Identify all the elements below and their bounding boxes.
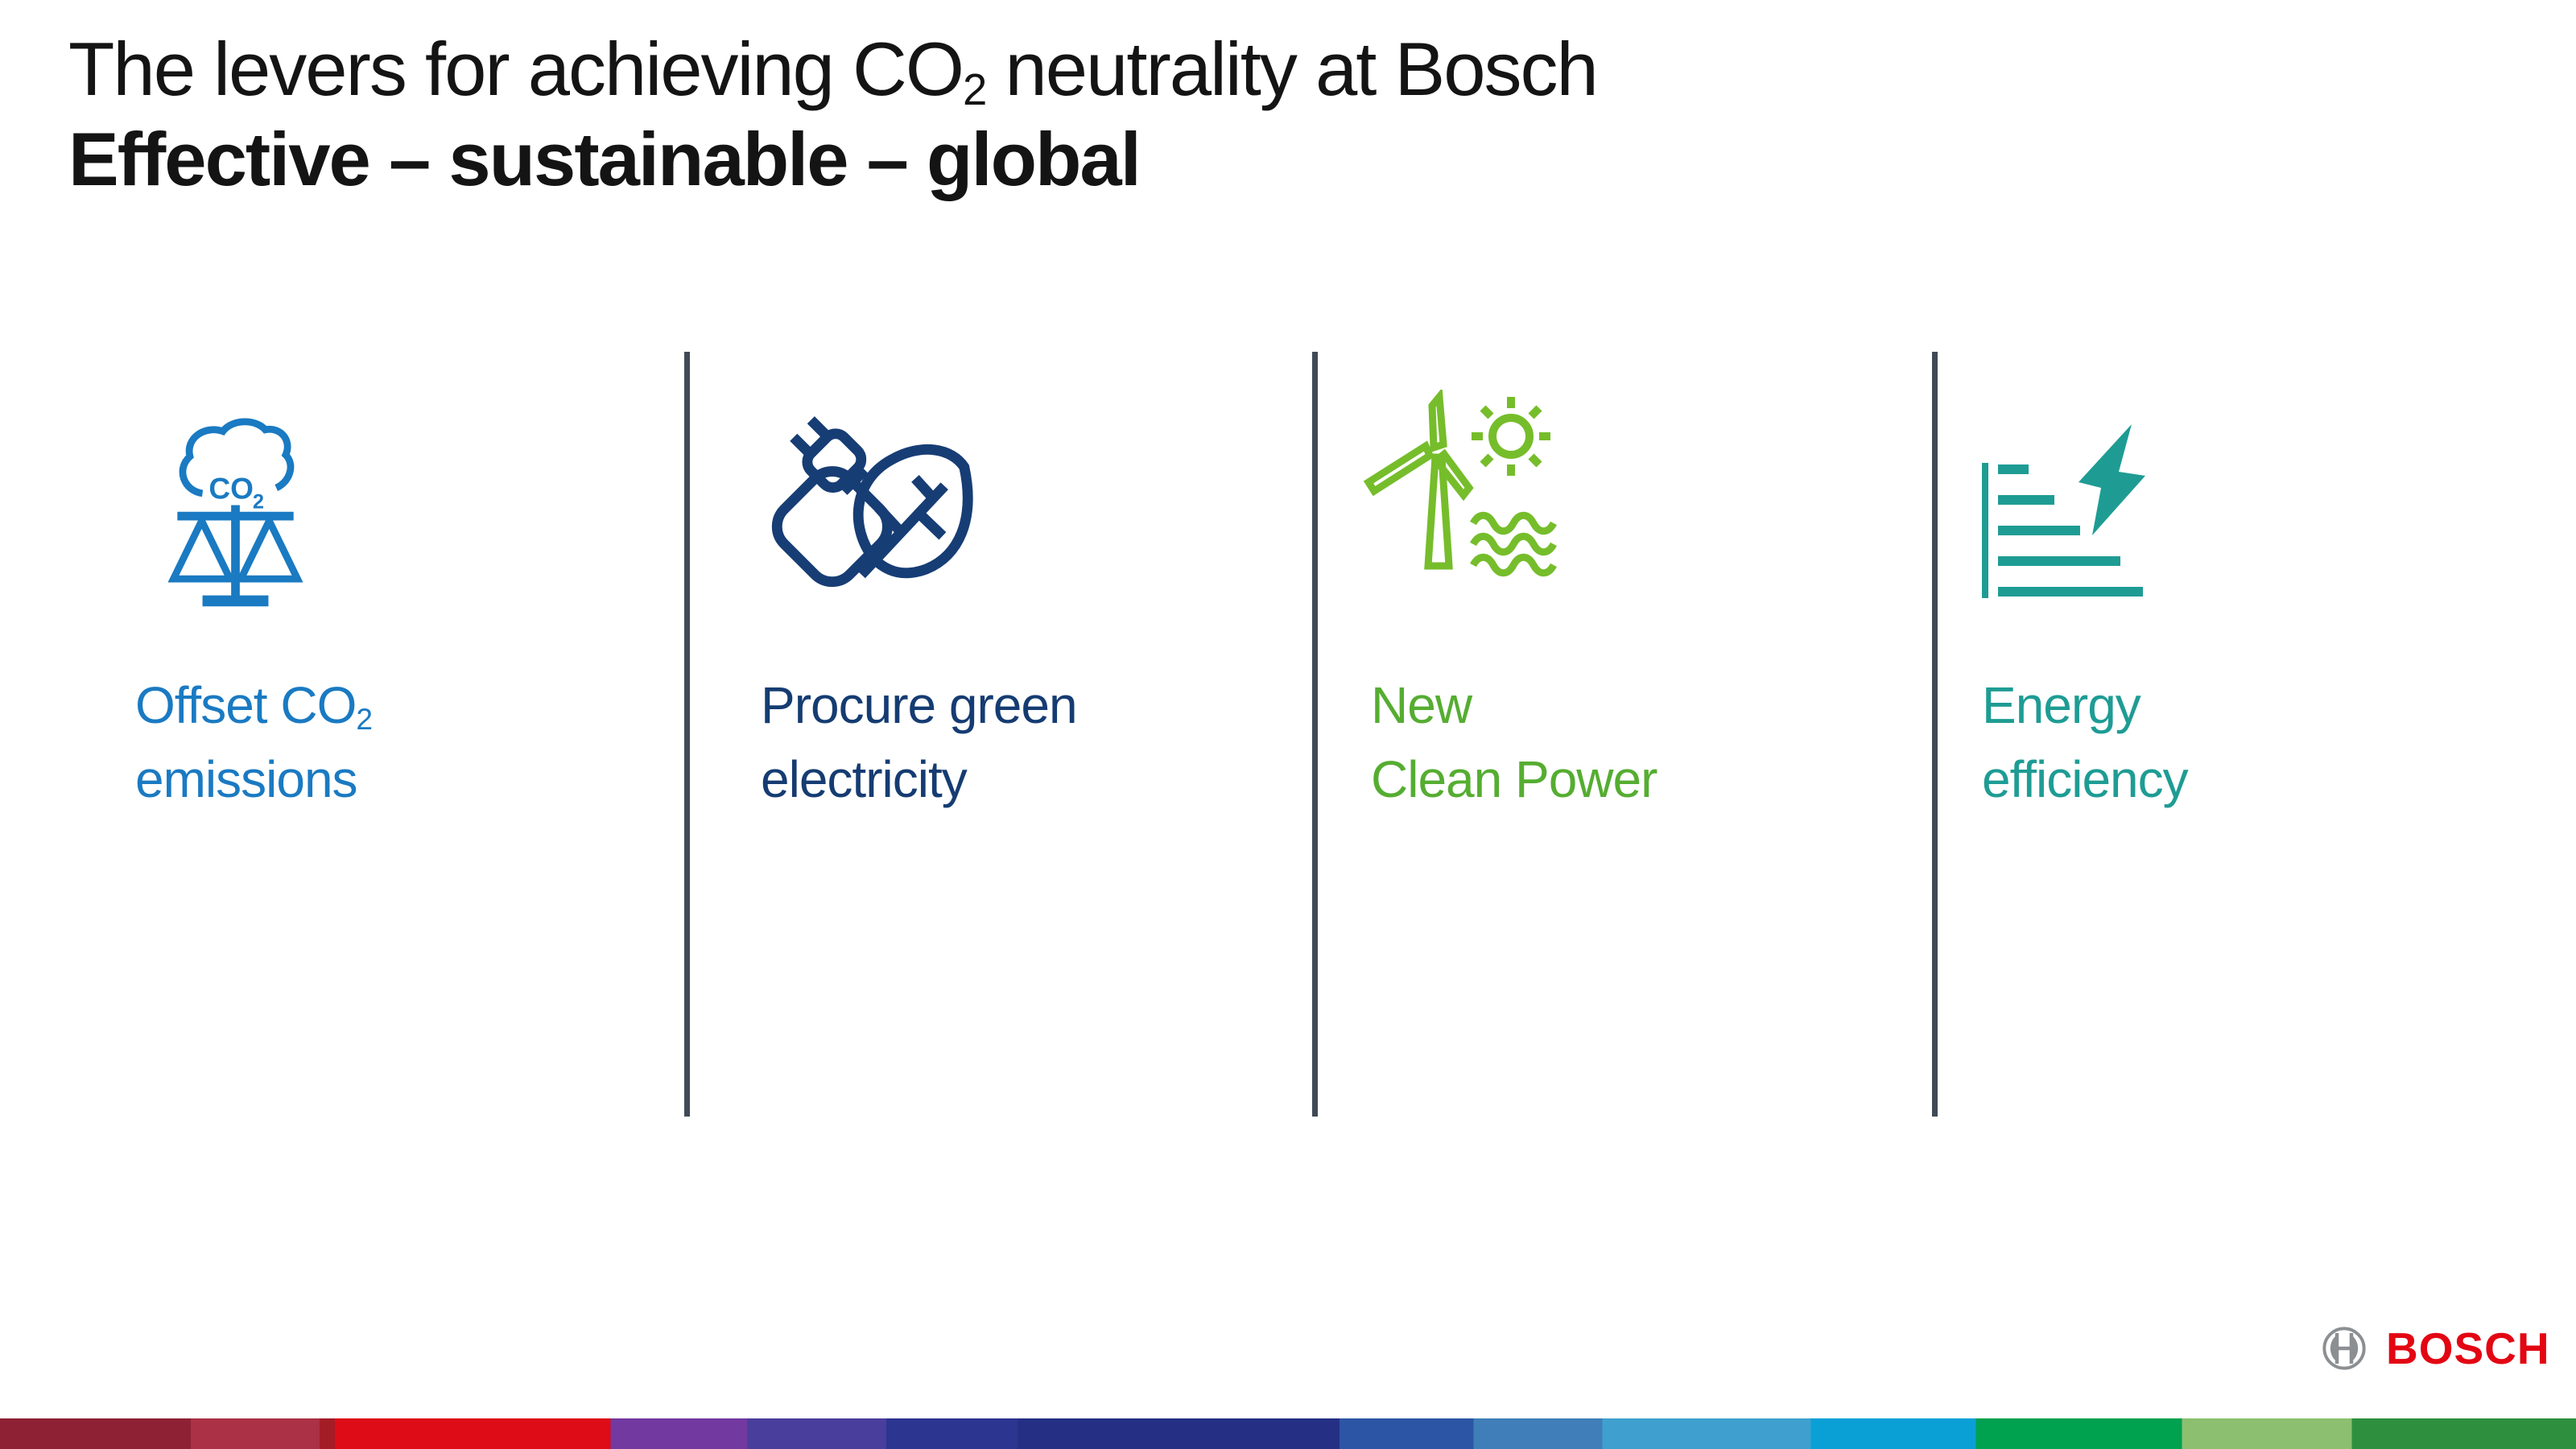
slide-subtitle: Effective – sustainable – global [68, 117, 1141, 201]
co2-icon-text: CO [208, 472, 254, 506]
label-text: Energy [1982, 676, 2141, 734]
label-co2-subscript: 2 [356, 702, 373, 737]
column-divider [684, 352, 690, 1117]
efficiency-chart-lightning-icon [1980, 423, 2157, 604]
lever-label-new-clean-power: New Clean Power [1371, 668, 1657, 816]
lever-card-new-clean-power: New Clean Power [1315, 354, 1934, 1127]
lever-label-green-electricity: Procure green electricity [761, 668, 1078, 816]
slide-title: The levers for achieving CO2 neutrality … [68, 24, 1599, 204]
co2-icon-text-sub: 2 [253, 490, 264, 513]
lever-card-green-electricity: Procure green electricity [687, 354, 1315, 1127]
bosch-armature-icon [2322, 1327, 2366, 1370]
bosch-wordmark: BOSCH [2386, 1323, 2550, 1373]
label-text-line2: emissions [135, 750, 358, 808]
title-co2-subscript: 2 [963, 64, 987, 114]
column-divider [1932, 352, 1938, 1117]
column-divider [1312, 352, 1318, 1117]
title-text: The levers for achieving CO [68, 27, 964, 111]
co2-cloud-scale-icon: CO 2 [157, 417, 314, 625]
label-text: Procure green [761, 676, 1078, 734]
label-text-line2: electricity [761, 750, 968, 808]
lever-label-energy-efficiency: Energy efficiency [1982, 668, 2189, 816]
label-text: Offset CO [135, 676, 357, 734]
lever-card-offset-co2: CO 2 Offset CO2 emissions [0, 354, 687, 1127]
label-text-line2: efficiency [1982, 750, 2189, 808]
wind-sun-water-icon [1357, 387, 1558, 587]
label-text: New [1371, 676, 1472, 734]
bosch-supergraphic-stripe [0, 1418, 2576, 1449]
lever-label-offset-co2: Offset CO2 emissions [135, 668, 373, 816]
label-text-line2: Clean Power [1371, 750, 1657, 808]
lever-card-energy-efficiency: Energy efficiency [1934, 354, 2576, 1127]
title-text-tail: neutrality at Bosch [985, 27, 1598, 111]
slide-title-line1: The levers for achieving CO2 neutrality … [68, 24, 1599, 114]
plug-leaf-icon [758, 405, 975, 607]
bosch-logo: BOSCH [2322, 1325, 2550, 1372]
